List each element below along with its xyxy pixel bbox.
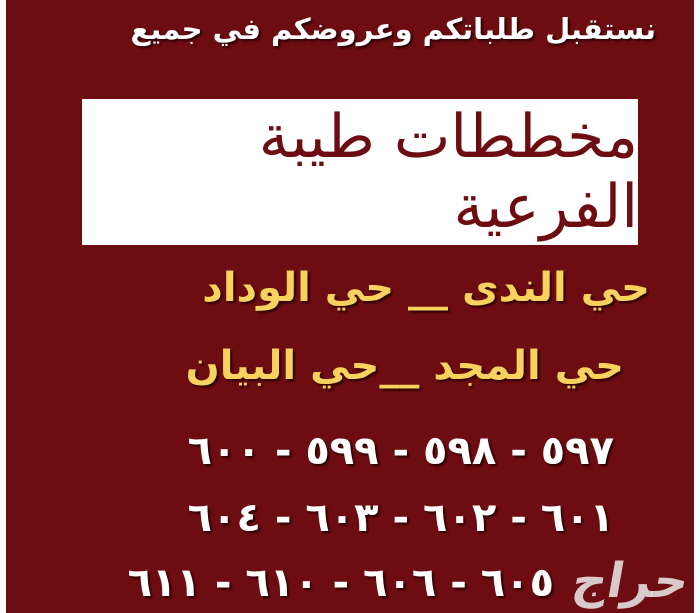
plot-numbers-row-3: ٦٠٥ - ٦٠٦ - ٦١٠ - ٦١١ [127, 560, 554, 606]
advertisement-poster: نستقبل طلباتكم وعروضكم في جميع مخططات طي… [6, 0, 694, 613]
watermark-logo: حراج [567, 553, 693, 609]
neighborhoods-line-1: حي الندى __ حي الوداد [202, 265, 650, 311]
plot-numbers-row-2: ٦٠١ - ٦٠٢ - ٦٠٣ - ٦٠٤ [187, 495, 614, 541]
headline: نستقبل طلباتكم وعروضكم في جميع [130, 12, 656, 46]
title-box: مخططات طيبة الفرعية [82, 99, 638, 245]
plot-numbers-row-1: ٥٩٧ - ٥٩٨ - ٥٩٩ - ٦٠٠ [187, 428, 614, 474]
title: مخططات طيبة الفرعية [258, 102, 638, 242]
neighborhoods-line-2: حي المجد __حي البيان [185, 343, 624, 389]
